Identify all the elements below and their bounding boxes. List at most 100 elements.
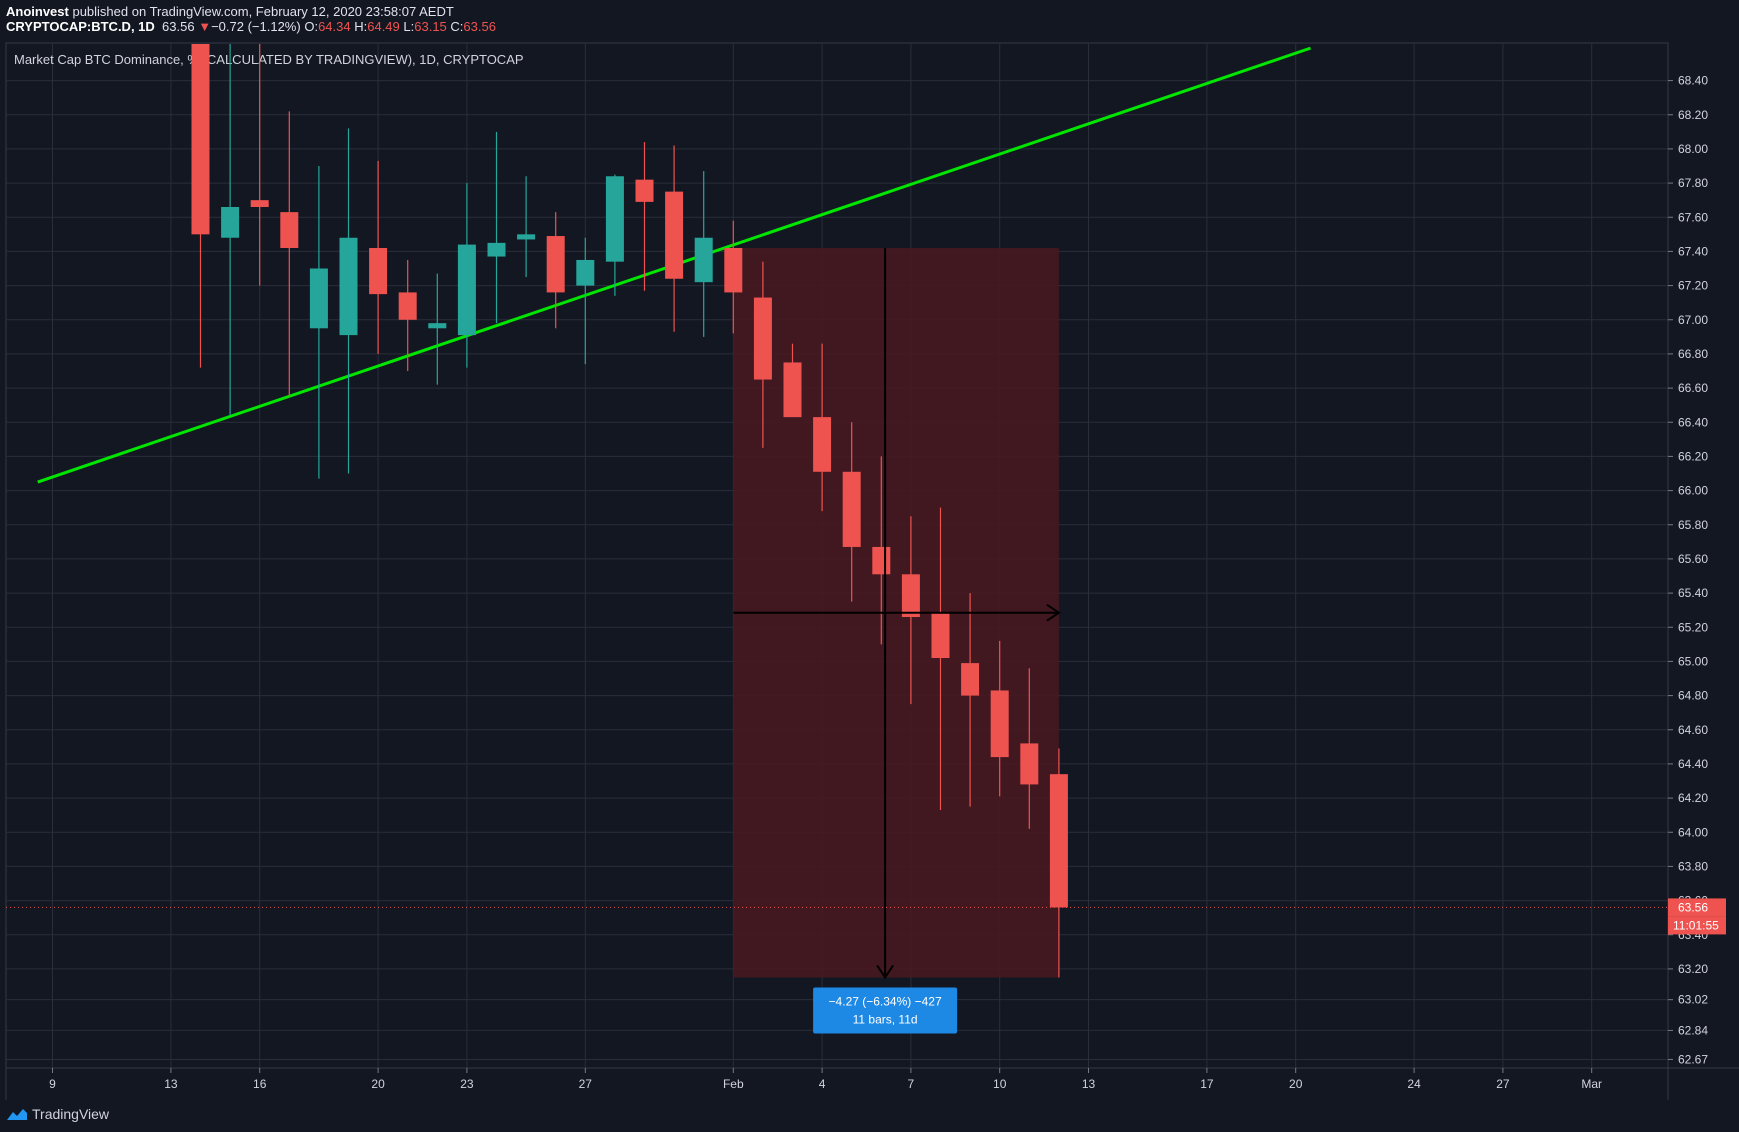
candle [961,593,980,807]
candle-body [694,237,713,283]
y-tick-label: 65.00 [1678,654,1708,668]
x-tick-label: 20 [371,1077,385,1091]
candle [576,237,595,365]
down-arrow-icon: ▼ [198,19,212,34]
y-tick-label: 67.60 [1678,210,1708,224]
candle [546,212,565,329]
y-tick-label: 68.20 [1678,108,1708,122]
candle [309,166,328,479]
high-value: 64.49 [367,19,400,34]
measure-label-bars: 11 bars, 11d [853,1012,918,1026]
y-tick-label: 63.80 [1678,859,1708,873]
candle [428,273,447,385]
candle [842,422,861,602]
candle-body [605,176,624,262]
arrow-right-icon [1046,603,1061,622]
chart-title: Market Cap BTC Dominance, % (CALCULATED … [14,52,524,67]
candle-body [339,237,358,336]
candle-body [724,248,743,293]
candle-body [191,44,210,235]
last-price-tag [1668,898,1726,917]
candle-body [753,297,772,380]
candle [783,343,802,418]
low-label: L: [403,19,415,34]
x-tick-label: 27 [579,1077,593,1091]
y-tick-label: 65.60 [1678,552,1708,566]
candle-body [901,574,920,617]
time-axis[interactable]: 9 13 16 20 23 27 Feb 4 7 10 13 17 20 24 27 Mar [6,1067,1739,1091]
footer-brand[interactable]: TradingView [32,1106,110,1122]
y-tick-label: 66.20 [1678,449,1708,463]
candles [191,44,1068,978]
y-tick-label: 65.20 [1678,620,1708,634]
x-tick-label: 7 [908,1077,915,1091]
y-tick-label: 65.40 [1678,586,1708,600]
candle [280,111,299,397]
x-tick-label: Feb [723,1077,744,1091]
published-text: published on TradingView.com, February 1… [72,4,454,19]
y-tick-label: 64.60 [1678,723,1708,737]
y-tick-label: 67.40 [1678,244,1708,258]
candle-body [309,268,328,329]
countdown-label: 11:01:55 [1673,918,1719,932]
candle-body [576,259,595,286]
symbol-label: CRYPTOCAP:BTC.D, 1D [6,19,155,34]
candle [250,44,269,286]
x-tick-label: Mar [1581,1077,1602,1091]
close-value: 63.56 [463,19,496,34]
candle [901,516,920,705]
candle-body [665,191,684,279]
x-tick-label: 17 [1200,1077,1214,1091]
price-axis[interactable]: 68.40 68.20 68.00 67.80 67.60 67.40 67.20 67.00… [1667,43,1726,1100]
candle [665,145,684,332]
candle [487,131,506,324]
x-tick-label: 27 [1496,1077,1510,1091]
candle-body [1049,774,1068,908]
candle-body [517,234,536,240]
candlestick-chart[interactable]: Market Cap BTC Dominance, % (CALCULATED … [0,0,1739,1100]
ohlc-line: CRYPTOCAP:BTC.D, 1D 63.56 ▼−0.72 (−1.12%… [6,19,1726,34]
last-price-label: 63.56 [1678,900,1708,914]
candle-body [280,212,299,248]
candle [191,44,210,368]
x-tick-label: 13 [164,1077,178,1091]
candle [457,183,476,368]
x-tick-label: 9 [49,1077,56,1091]
candle-body [813,417,832,472]
candle-body [487,242,506,257]
candle [1049,748,1068,978]
y-tick-label: 64.00 [1678,825,1708,839]
y-tick-label: 62.67 [1678,1052,1708,1066]
low-value: 63.15 [414,19,447,34]
candle-body [842,471,861,547]
tradingview-logo-icon [7,1109,27,1120]
x-tick-label: 24 [1407,1077,1421,1091]
x-tick-label: 13 [1082,1077,1096,1091]
open-value: 64.34 [318,19,351,34]
candle [724,220,743,334]
y-tick-label: 62.84 [1678,1023,1708,1037]
candle [605,174,624,296]
measure-label-box [813,987,958,1034]
price-change: −0.72 (−1.12%) [211,19,301,34]
candle [990,640,1009,797]
y-tick-label: 63.20 [1678,962,1708,976]
candle-body [961,663,980,696]
candle [369,160,388,354]
y-tick-label: 66.60 [1678,381,1708,395]
y-tick-label: 66.40 [1678,415,1708,429]
y-tick-label: 66.80 [1678,347,1708,361]
candle-body [428,323,447,329]
candle-body [369,248,388,295]
arrow-down-icon [876,964,894,980]
author-name[interactable]: Anoinvest [6,4,69,19]
candle-body [872,546,891,575]
y-tick-label: 64.40 [1678,757,1708,771]
candle [221,44,240,416]
y-tick-label: 68.40 [1678,74,1708,88]
measure-overlay: −4.27 (−6.34%) −427 11 bars, 11d [6,248,1668,1034]
x-tick-label: 20 [1289,1077,1303,1091]
y-tick-label: 65.80 [1678,518,1708,532]
candle-body [398,292,417,320]
candle [635,142,654,291]
